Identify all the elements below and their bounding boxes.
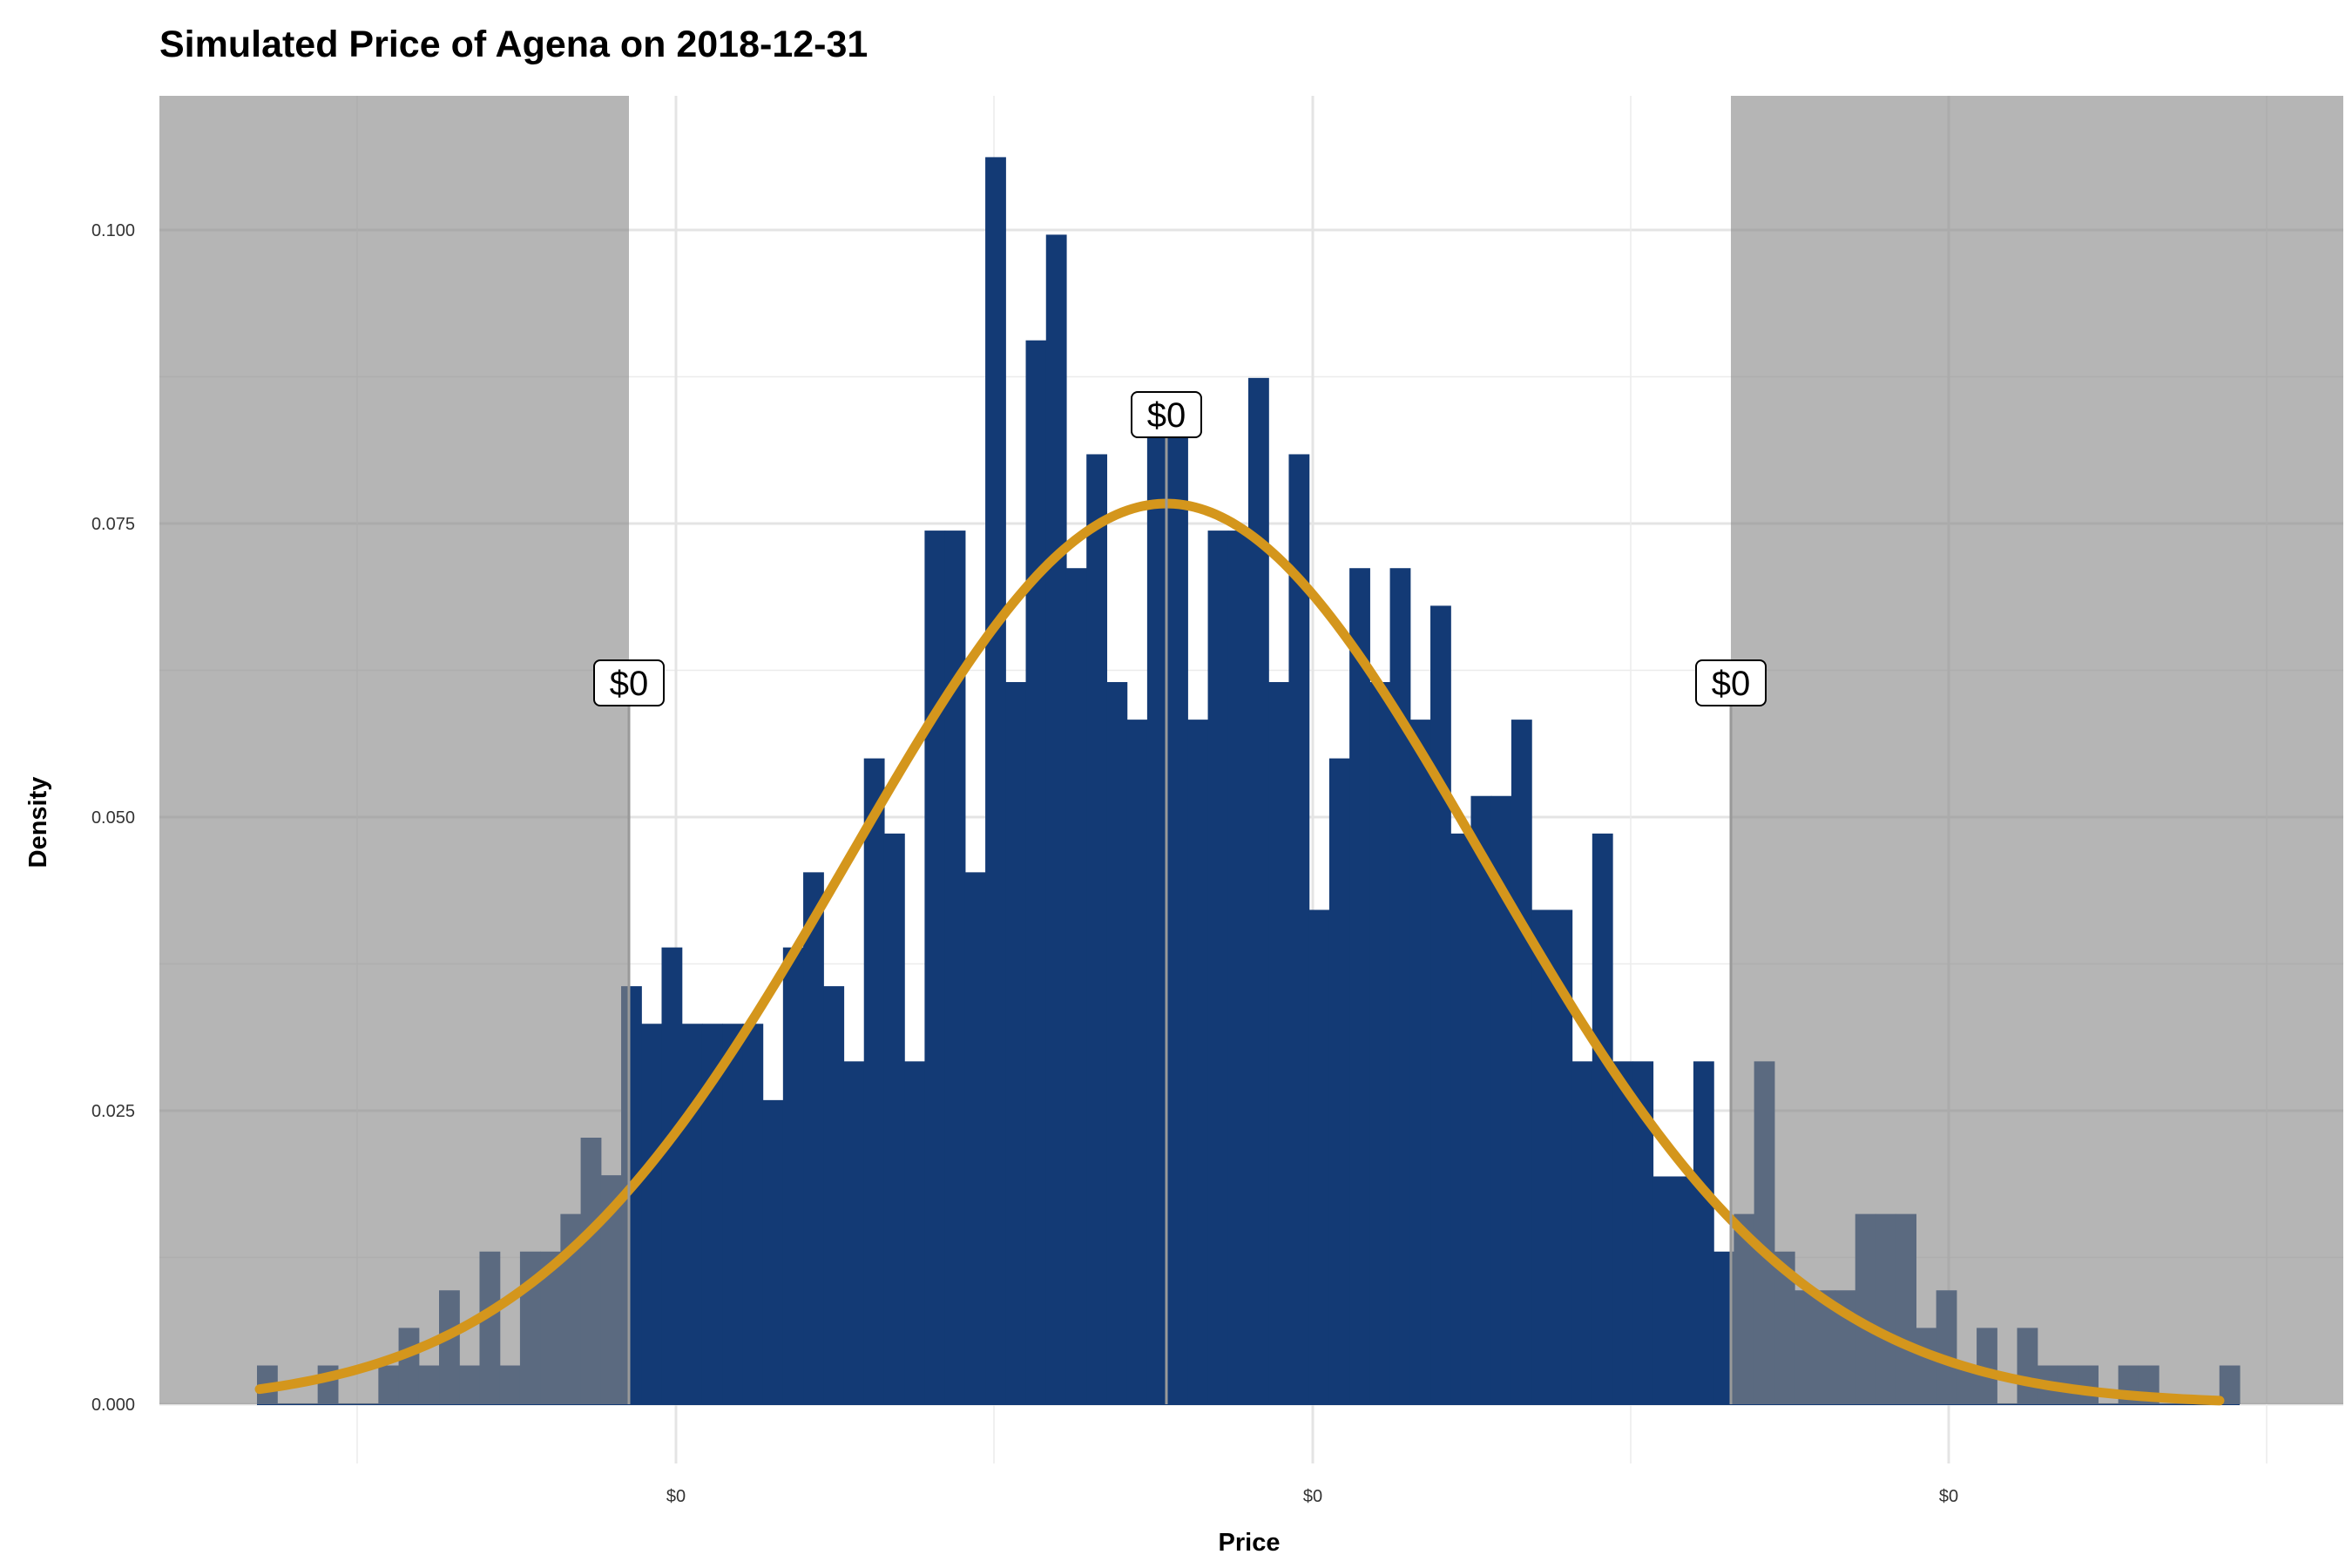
callout-mean: $0 (1131, 391, 1202, 1404)
histogram-bar (1389, 568, 1411, 1404)
histogram-bar (1005, 681, 1027, 1404)
y-tick-label: 0.075 (91, 515, 135, 534)
histogram-bar (1308, 909, 1330, 1404)
callout-box (593, 659, 665, 706)
histogram-bar (944, 531, 966, 1404)
histogram-bar (883, 833, 905, 1404)
histogram-bar (1612, 1061, 1633, 1404)
callout-label: $0 (1147, 396, 1186, 435)
callout-box (1131, 391, 1202, 438)
histogram-bar (843, 1061, 865, 1404)
histogram-bar (1086, 454, 1108, 1404)
histogram-bar (803, 872, 824, 1404)
x-tick-label: $0 (666, 1487, 686, 1506)
histogram-bar (924, 531, 946, 1404)
x-tick-label: $0 (1303, 1487, 1322, 1506)
histogram-bar (1713, 1251, 1734, 1404)
histogram-bar (1430, 605, 1451, 1404)
histogram-bar (701, 1024, 723, 1404)
callout-box (1695, 659, 1767, 706)
histogram-bar (1652, 1176, 1674, 1404)
histogram-bar (1450, 833, 1472, 1404)
histogram-bar (681, 1024, 703, 1404)
density-curve (254, 498, 2225, 1406)
histogram-bar (1571, 1061, 1593, 1404)
histogram-bar (823, 986, 845, 1404)
histogram-bar (1227, 531, 1249, 1404)
histogram-bar (1470, 795, 1492, 1404)
x-tick-label: $0 (1939, 1487, 1958, 1506)
histogram-bar (1268, 681, 1290, 1404)
chart-title: Simulated Price of Agena on 2018-12-31 (159, 24, 868, 65)
histogram-bar (1288, 454, 1310, 1404)
histogram-bar (762, 1099, 784, 1404)
histogram-bar (1187, 720, 1209, 1404)
histogram-bar (1328, 758, 1350, 1404)
histogram-bar (641, 1024, 663, 1404)
histogram-bar (863, 758, 885, 1404)
histogram-bar (742, 1024, 764, 1404)
histogram-bar (1693, 1061, 1714, 1404)
histogram-bar (1349, 568, 1370, 1404)
histogram-bar (1490, 795, 1512, 1404)
histogram-bar (985, 157, 1006, 1404)
y-tick-label: 0.025 (91, 1102, 135, 1121)
callout-label: $0 (1712, 665, 1751, 703)
histogram-bar (1248, 377, 1269, 1405)
x-axis-title: Price (1219, 1529, 1281, 1557)
histogram-bar (1369, 681, 1391, 1404)
histogram-bar (1531, 909, 1552, 1404)
histogram-bar (1673, 1176, 1694, 1404)
upper-tail-shade (1731, 96, 2343, 1404)
histogram-bar (1045, 234, 1067, 1404)
histogram-bar (1065, 568, 1087, 1404)
y-axis-ticks: 0.000 0.025 0.050 0.075 0.100 (91, 221, 135, 1415)
quantile-callouts: $0 $0 $0 (593, 391, 1767, 1404)
y-axis-title: Density (24, 777, 52, 868)
tail-shading (159, 96, 2343, 1404)
histogram-bar (1126, 720, 1148, 1404)
histogram-bar (661, 947, 683, 1404)
histogram-bar (1207, 531, 1229, 1404)
histogram-bar (1632, 1061, 1654, 1404)
histogram-bar (904, 1061, 925, 1404)
histogram-bar (1167, 416, 1188, 1405)
histogram-bar (964, 872, 986, 1404)
y-tick-label: 0.050 (91, 808, 135, 828)
callout-upper: $0 (1695, 659, 1767, 1404)
density-curve-line (254, 498, 2225, 1406)
histogram-bar (782, 947, 804, 1404)
histogram-bar (1106, 681, 1128, 1404)
histogram-bar (1592, 833, 1613, 1404)
callout-lower: $0 (593, 659, 665, 1404)
histogram-bar (1146, 416, 1168, 1405)
histogram-bar (1511, 720, 1532, 1404)
y-tick-label: 0.000 (91, 1396, 135, 1415)
histogram-bar (1551, 909, 1573, 1404)
lower-tail-shade (159, 96, 629, 1404)
callout-label: $0 (610, 665, 649, 703)
x-axis-ticks: $0 $0 $0 (666, 1487, 1958, 1506)
histogram-bar (1409, 720, 1431, 1404)
histogram-bar (722, 1024, 743, 1404)
y-tick-label: 0.100 (91, 221, 135, 240)
histogram-bar (1025, 340, 1047, 1405)
